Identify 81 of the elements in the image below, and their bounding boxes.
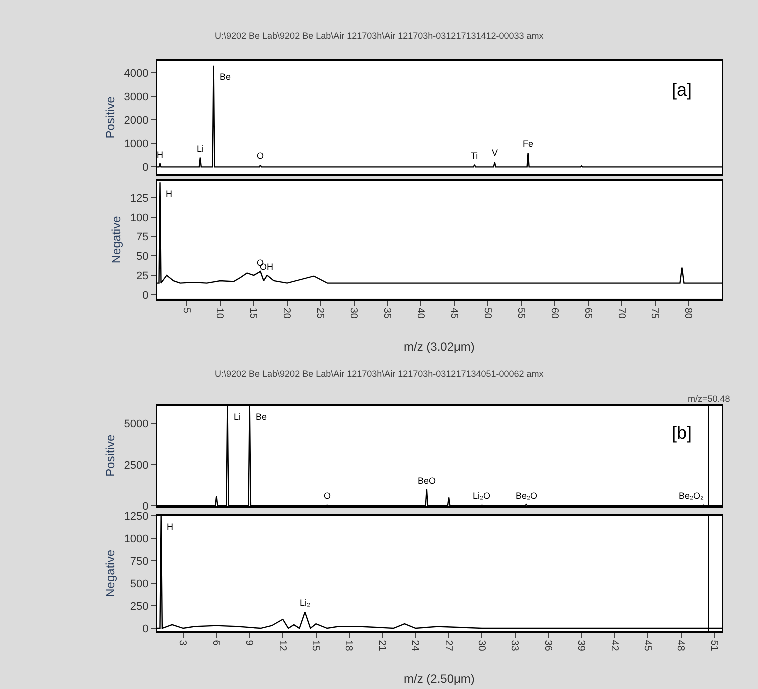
x-tick-label: 55 bbox=[515, 308, 526, 320]
x-tick-label: 21 bbox=[376, 640, 388, 652]
x-tick-label: 45 bbox=[448, 308, 460, 320]
x-tick-label: 51 bbox=[708, 640, 720, 652]
x-tick-label: 5 bbox=[180, 308, 192, 314]
y-tick-label: 100 bbox=[130, 212, 149, 224]
y-tick-label: 1250 bbox=[124, 510, 149, 523]
y-tick-label: 0 bbox=[142, 623, 149, 636]
y-axis-title: Positive bbox=[104, 96, 118, 139]
annotation: O bbox=[324, 491, 332, 501]
x-axis-title: m/z (2.50μm) bbox=[404, 672, 475, 686]
annotation: Be bbox=[256, 412, 268, 422]
x-tick-label: 30 bbox=[348, 308, 360, 320]
x-tick-label: 25 bbox=[314, 308, 326, 320]
x-tick-label: 50 bbox=[482, 308, 493, 320]
chart-title: U:\9202 Be Lab\9202 Be Lab\Air 121703h\Air 121703h-031217131412-00033 amx bbox=[215, 31, 544, 41]
x-tick-label: 45 bbox=[642, 640, 653, 652]
x-tick-label: 15 bbox=[248, 308, 259, 320]
annotation: Fe bbox=[523, 139, 534, 149]
x-tick-label: 75 bbox=[649, 308, 660, 320]
x-tick-label: 65 bbox=[582, 308, 594, 320]
y-tick-label: 0 bbox=[142, 500, 149, 513]
annotation: Li₂O bbox=[473, 491, 490, 501]
x-tick-label: 6 bbox=[210, 640, 222, 646]
chart-title: U:\9202 Be Lab\9202 Be Lab\Air 121703h\Air 121703h-031217134051-00062 amx bbox=[215, 369, 544, 379]
annotation: Be₂O₂ bbox=[679, 491, 704, 501]
x-tick-label: 15 bbox=[310, 640, 322, 652]
y-tick-label: 2000 bbox=[124, 114, 149, 127]
annotation: H bbox=[166, 189, 172, 199]
x-tick-label: 24 bbox=[410, 640, 421, 652]
x-tick-label: 80 bbox=[682, 308, 694, 320]
x-tick-label: 33 bbox=[509, 640, 520, 652]
annotation: H bbox=[157, 150, 164, 160]
y-axis-title: Negative bbox=[104, 550, 118, 598]
y-tick-label: 750 bbox=[130, 556, 149, 568]
y-tick-label: 1000 bbox=[124, 533, 149, 546]
x-tick-label: 12 bbox=[276, 640, 288, 652]
ref-line-label: m/z=50.48 bbox=[688, 394, 730, 404]
y-tick-label: 125 bbox=[130, 192, 149, 205]
x-tick-label: 48 bbox=[675, 640, 686, 652]
annotation: BeO bbox=[418, 476, 436, 486]
x-tick-label: 42 bbox=[608, 640, 620, 652]
x-tick-label: 10 bbox=[214, 308, 226, 320]
annotation: Be₂O bbox=[516, 491, 538, 501]
y-tick-label: 25 bbox=[136, 270, 149, 282]
annotation: [a] bbox=[672, 80, 692, 100]
x-tick-label: 18 bbox=[343, 640, 354, 652]
x-tick-label: 60 bbox=[548, 308, 560, 320]
annotation: Be bbox=[220, 72, 232, 82]
annotation: Li₂ bbox=[300, 598, 312, 608]
x-tick-label: 30 bbox=[476, 640, 487, 652]
annotation: H bbox=[167, 522, 174, 532]
y-tick-label: 1000 bbox=[124, 138, 149, 150]
x-tick-label: 40 bbox=[414, 308, 426, 320]
y-tick-label: 5000 bbox=[124, 418, 149, 431]
annotation: Li bbox=[197, 144, 204, 154]
x-tick-label: 35 bbox=[382, 308, 393, 320]
y-tick-label: 250 bbox=[130, 600, 149, 613]
annotation: [b] bbox=[672, 423, 692, 443]
x-tick-label: 39 bbox=[576, 640, 587, 652]
x-tick-label: 3 bbox=[177, 640, 188, 646]
y-axis-title: Negative bbox=[110, 216, 124, 264]
y-tick-label: 2500 bbox=[124, 460, 149, 472]
x-axis-title: m/z (3.02μm) bbox=[404, 340, 475, 354]
annotation: Ti bbox=[471, 151, 478, 161]
x-tick-label: 70 bbox=[616, 308, 627, 320]
x-tick-label: 27 bbox=[442, 640, 454, 652]
x-tick-label: 36 bbox=[542, 640, 554, 652]
y-tick-label: 3000 bbox=[124, 91, 149, 104]
y-tick-label: 50 bbox=[136, 251, 149, 264]
y-axis-title: Positive bbox=[104, 434, 118, 477]
y-tick-label: 0 bbox=[142, 290, 149, 302]
annotation: Li bbox=[234, 412, 242, 422]
x-tick-label: 20 bbox=[281, 308, 292, 320]
y-tick-label: 500 bbox=[130, 578, 149, 590]
y-tick-label: 0 bbox=[142, 162, 149, 174]
annotation: V bbox=[492, 148, 498, 158]
y-tick-label: 4000 bbox=[124, 68, 149, 80]
x-tick-label: 9 bbox=[244, 640, 255, 646]
annotation: O bbox=[257, 151, 264, 161]
y-tick-label: 75 bbox=[136, 232, 149, 244]
